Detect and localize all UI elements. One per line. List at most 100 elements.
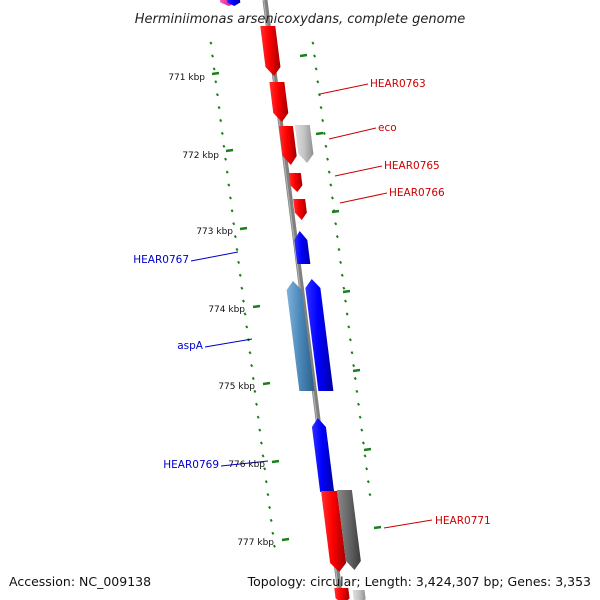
tick-dot xyxy=(352,364,356,368)
tick-dot xyxy=(269,518,273,522)
gene-partial-blue xyxy=(227,0,241,6)
tick-label-773: 773 kbp xyxy=(196,227,233,237)
major-tick xyxy=(281,537,290,542)
tick-dot xyxy=(271,531,275,535)
leader-HEAR0767 xyxy=(190,251,239,262)
tick-dot xyxy=(233,235,237,239)
tick-dot xyxy=(245,325,249,329)
tick-dot xyxy=(330,196,334,200)
tick-dot xyxy=(337,247,341,252)
tick-dot xyxy=(224,157,228,161)
topology-text: Topology: circular; Length: 3,424,307 bp… xyxy=(247,574,591,589)
tick-dot xyxy=(251,376,255,381)
gene-label-eco[interactable]: eco xyxy=(378,122,397,134)
tick-dot xyxy=(345,312,349,316)
tick-dot xyxy=(225,170,229,174)
tick-label-771: 771 kbp xyxy=(168,73,205,83)
gene-arrow-HEAR0771 xyxy=(336,490,361,570)
tick-label-775: 775 kbp xyxy=(218,382,255,392)
tick-dot xyxy=(326,157,330,161)
tick-dot xyxy=(261,454,265,458)
tick-dot xyxy=(319,106,323,110)
tick-dot xyxy=(222,144,226,148)
gene-arrow-HEAR0766 xyxy=(293,199,307,220)
gene-label-HEAR0769[interactable]: HEAR0769 xyxy=(163,459,219,471)
tick-dot xyxy=(256,415,260,419)
tick-dot xyxy=(340,273,344,277)
gene-arrow-HEAR0770 xyxy=(321,491,347,572)
tick-dot xyxy=(335,235,339,239)
major-tick xyxy=(363,447,372,452)
gene-label-HEAR0765[interactable]: HEAR0765 xyxy=(384,160,440,172)
tick-dot xyxy=(243,312,247,316)
tick-dot xyxy=(324,144,328,148)
tick-dot xyxy=(357,402,361,406)
tick-dot xyxy=(358,415,362,419)
tick-dot xyxy=(339,260,343,264)
tick-dot xyxy=(355,389,359,393)
gene-partial-gray xyxy=(352,590,366,600)
tick-dot xyxy=(347,325,351,329)
tick-dot xyxy=(314,67,318,71)
tick-dot xyxy=(348,338,352,342)
gene-label-HEAR0766[interactable]: HEAR0766 xyxy=(389,187,445,199)
major-tick xyxy=(299,53,308,58)
gene-arrow-HEAR0765 xyxy=(288,173,303,192)
tick-dot xyxy=(268,505,272,510)
major-tick xyxy=(211,71,220,76)
tick-dot xyxy=(212,67,216,71)
tick-dot xyxy=(219,118,223,123)
gene-arrow-eco xyxy=(294,125,314,163)
tick-dot xyxy=(322,131,326,135)
leader-eco xyxy=(328,127,377,140)
leader-aspA xyxy=(204,338,253,348)
accession-text: Accession: NC_009138 xyxy=(9,574,151,589)
gene-layer xyxy=(220,0,366,600)
tick-label-776: 776 kbp xyxy=(228,460,265,470)
tick-dot xyxy=(237,260,241,264)
tick-dot xyxy=(230,209,234,213)
tick-dot xyxy=(259,441,263,445)
tick-dot xyxy=(248,351,252,355)
tick-dot xyxy=(344,299,347,303)
gene-label-HEAR0771[interactable]: HEAR0771 xyxy=(435,515,491,527)
tick-dot xyxy=(228,196,232,200)
tick-layer xyxy=(209,41,382,548)
tick-dot xyxy=(360,428,364,432)
leader-layer xyxy=(190,83,433,529)
tick-dot xyxy=(258,428,262,432)
major-tick xyxy=(225,148,234,153)
tick-dot xyxy=(350,351,354,355)
gene-label-HEAR0763[interactable]: HEAR0763 xyxy=(370,78,426,90)
tick-label-774: 774 kbp xyxy=(208,305,245,315)
tick-dot xyxy=(240,286,244,290)
tick-dot xyxy=(214,80,218,84)
tick-dot xyxy=(217,106,221,110)
tick-dot xyxy=(365,467,369,471)
leader-HEAR0766 xyxy=(339,192,388,204)
tick-dot xyxy=(272,544,276,548)
major-tick xyxy=(262,381,271,386)
gene-label-aspA[interactable]: aspA xyxy=(177,340,204,352)
gene-label-HEAR0767[interactable]: HEAR0767 xyxy=(133,254,189,266)
tick-dot xyxy=(342,286,346,290)
gene-arrow-HEAR0763 xyxy=(269,82,289,122)
tick-dot xyxy=(317,93,321,97)
tick-dot xyxy=(321,118,325,123)
tick-dot xyxy=(235,247,239,252)
tick-dot xyxy=(250,364,254,368)
tick-dot xyxy=(266,493,270,497)
gene-partial-red xyxy=(334,588,350,600)
gene-arrow-HEAR0762 xyxy=(260,26,281,76)
tick-dot xyxy=(215,93,219,97)
tick-dot xyxy=(334,222,338,226)
tick-label-772: 772 kbp xyxy=(182,151,219,161)
tick-dot xyxy=(263,467,267,471)
major-tick xyxy=(342,289,351,294)
tick-label-777: 777 kbp xyxy=(237,538,274,548)
tick-dot xyxy=(209,41,213,45)
tick-dot xyxy=(329,183,333,187)
tick-dot xyxy=(368,493,372,497)
tick-dot xyxy=(327,170,331,174)
